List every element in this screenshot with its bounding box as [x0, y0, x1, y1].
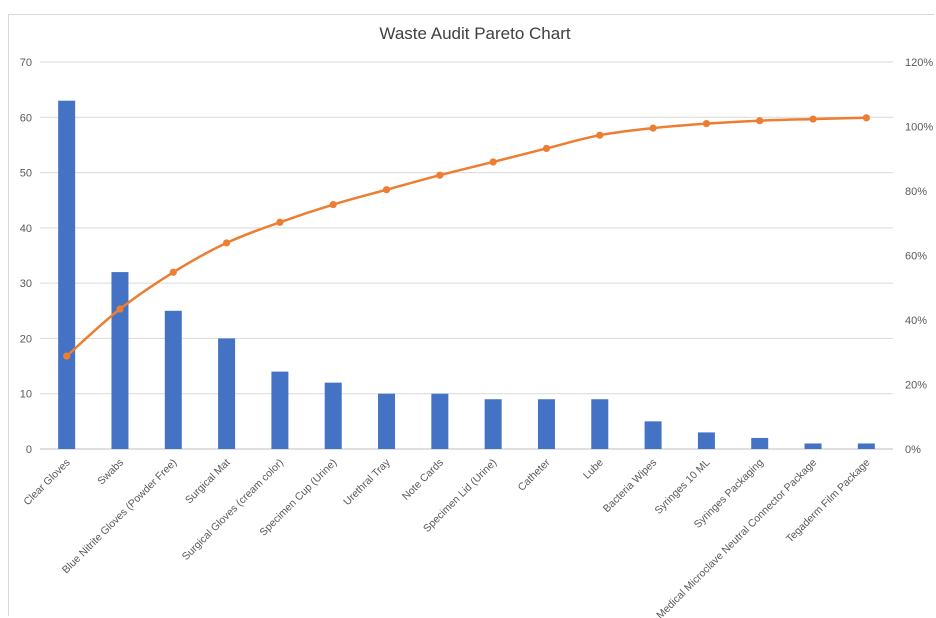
category-label: Syringes 10 ML — [652, 457, 712, 517]
line-point-11 — [596, 131, 604, 139]
left-tick-label: 20 — [20, 333, 32, 345]
line-point-13 — [702, 119, 711, 128]
left-tick-label: 30 — [20, 278, 32, 290]
category-label: Surgical Gloves (cream color) — [180, 457, 286, 563]
bar-11 — [591, 399, 609, 449]
left-tick-label: 70 — [20, 57, 32, 69]
left-tick-label: 10 — [20, 389, 32, 401]
line-point-7 — [382, 186, 391, 194]
bar-7 — [378, 393, 396, 449]
line-point-5 — [276, 218, 284, 226]
bar-14 — [751, 437, 769, 449]
left-axis-ticks: 0 10 20 30 40 50 60 70 — [20, 57, 32, 456]
bar-6 — [324, 382, 342, 449]
bar-2 — [111, 272, 129, 449]
right-axis-ticks: 0% 20% 40% 60% 80% 100% 120% — [905, 57, 933, 456]
right-tick-label: 20% — [905, 380, 927, 392]
left-tick-label: 60 — [20, 112, 32, 124]
bar-8 — [431, 393, 449, 449]
chart-title: Waste Audit Pareto Chart — [379, 24, 570, 43]
right-tick-label: 60% — [905, 251, 927, 263]
line-point-10 — [542, 144, 551, 153]
line-point-8 — [436, 171, 444, 179]
bar-10 — [537, 399, 555, 449]
left-tick-label: 0 — [26, 444, 32, 456]
right-tick-label: 80% — [905, 186, 927, 198]
bar-series — [58, 100, 875, 449]
right-tick-label: 120% — [905, 57, 933, 69]
cumulative-line-series — [63, 114, 870, 360]
category-label: Catheter — [516, 456, 553, 493]
category-label: Clear Gloves — [21, 457, 72, 508]
line-point-14 — [756, 117, 764, 125]
category-label: Lube — [581, 457, 606, 482]
bar-4 — [218, 338, 236, 449]
category-label: Blue Nitrite Gloves (Powder Free) — [60, 457, 179, 576]
line-point-1 — [63, 352, 71, 360]
bar-1 — [58, 100, 76, 449]
category-label: Bacteria Wipes — [601, 457, 659, 515]
bar-12 — [644, 421, 662, 449]
bar-13 — [697, 432, 715, 449]
bar-15 — [804, 443, 822, 449]
line-point-4 — [222, 239, 231, 247]
category-label: Note Cards — [400, 457, 446, 503]
line-point-9 — [489, 158, 497, 166]
bar-9 — [484, 399, 502, 449]
line-point-2 — [116, 305, 124, 313]
category-label: Surgical Mat — [183, 457, 233, 507]
right-tick-label: 0% — [905, 444, 921, 456]
cumulative-line — [65, 116, 867, 358]
right-tick-label: 40% — [905, 315, 927, 327]
right-tick-label: 100% — [905, 122, 933, 134]
line-point-3 — [169, 268, 177, 276]
left-tick-label: 40 — [20, 223, 32, 235]
line-point-12 — [649, 124, 657, 132]
line-point-15 — [809, 115, 817, 123]
line-point-6 — [329, 200, 337, 209]
bar-3 — [164, 310, 182, 449]
bar-5 — [271, 371, 289, 449]
left-tick-label: 50 — [20, 168, 32, 180]
line-point-16 — [862, 114, 870, 122]
category-label: Urethral Tray — [341, 456, 393, 508]
gridlines — [40, 61, 893, 450]
category-label: Swabs — [95, 457, 126, 488]
chart-frame — [8, 14, 934, 616]
bar-16 — [857, 443, 875, 449]
